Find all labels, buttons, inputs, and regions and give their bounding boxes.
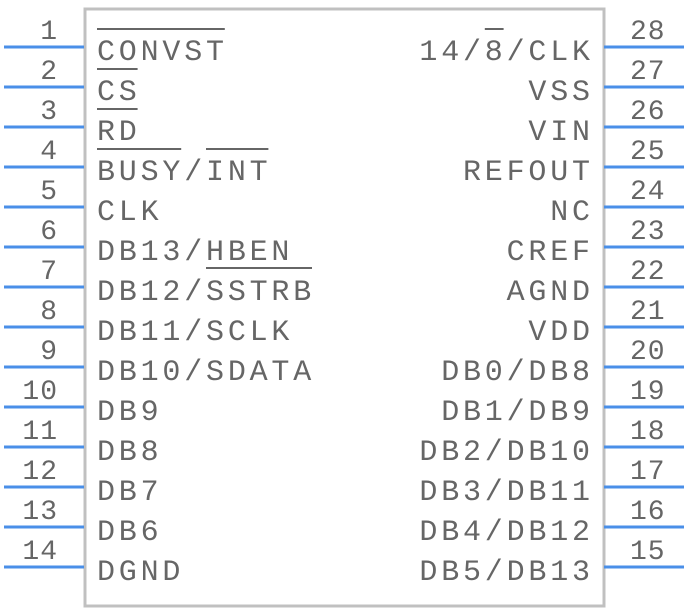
- pin-number: 11: [22, 417, 58, 448]
- pin-label: CLK: [97, 196, 162, 230]
- pin-number: 1: [40, 17, 58, 48]
- pin-number: 28: [630, 17, 666, 48]
- pin-label: DB3/DB11: [419, 476, 593, 510]
- pin-number: 27: [630, 57, 666, 88]
- pin-label: DB2/DB10: [419, 436, 593, 470]
- pin-label: VIN: [528, 116, 593, 150]
- pin-number: 4: [40, 137, 58, 168]
- pin-number: 10: [22, 377, 58, 408]
- pin-number: 21: [630, 297, 666, 328]
- pin-label: VDD: [528, 316, 593, 350]
- pin-number: 25: [630, 137, 666, 168]
- pin-number: 14: [22, 537, 58, 568]
- pin-number: 6: [40, 217, 58, 248]
- pin-number: 5: [40, 177, 58, 208]
- pin-label: DB6: [97, 516, 162, 550]
- pin-label: DB13/HBEN: [97, 236, 293, 270]
- pin-number: 23: [630, 217, 666, 248]
- pin-label: DB11/SCLK: [97, 316, 293, 350]
- pin-label: DB1/DB9: [441, 396, 594, 430]
- pin-label: DB5/DB13: [419, 556, 593, 590]
- pin-number: 26: [630, 97, 666, 128]
- pin-label: DGND: [97, 556, 184, 590]
- pin-number: 12: [22, 457, 58, 488]
- pin-number: 20: [630, 337, 666, 368]
- pin-label: BUSY/INT: [97, 156, 271, 190]
- pin-number: 9: [40, 337, 58, 368]
- pin-number: 13: [22, 497, 58, 528]
- pin-number: 8: [40, 297, 58, 328]
- pin-number: 18: [630, 417, 666, 448]
- pin-label: CREF: [507, 236, 594, 270]
- pin-number: 24: [630, 177, 666, 208]
- pin-label: DB9: [97, 396, 162, 430]
- pin-number: 15: [630, 537, 666, 568]
- pin-label: DB10/SDATA: [97, 356, 315, 390]
- pin-label: VSS: [528, 76, 593, 110]
- pin-label: NC: [550, 196, 594, 230]
- pin-label: CS: [97, 76, 141, 110]
- pin-label: RD: [97, 116, 141, 150]
- pin-label: DB0/DB8: [441, 356, 594, 390]
- pin-label: 14/8/CLK: [419, 36, 593, 70]
- pin-label: DB7: [97, 476, 162, 510]
- pin-number: 22: [630, 257, 666, 288]
- pin-number: 19: [630, 377, 666, 408]
- pin-number: 17: [630, 457, 666, 488]
- pin-number: 2: [40, 57, 58, 88]
- pin-label: DB12/SSTRB: [97, 276, 315, 310]
- pin-label: DB8: [97, 436, 162, 470]
- pin-label: DB4/DB12: [419, 516, 593, 550]
- pin-label: AGND: [507, 276, 594, 310]
- ic-body: [83, 7, 606, 608]
- pin-label: REFOUT: [463, 156, 594, 190]
- pin-number: 3: [40, 97, 58, 128]
- pin-label: CONVST: [97, 36, 228, 70]
- pin-number: 7: [40, 257, 58, 288]
- pin-number: 16: [630, 497, 666, 528]
